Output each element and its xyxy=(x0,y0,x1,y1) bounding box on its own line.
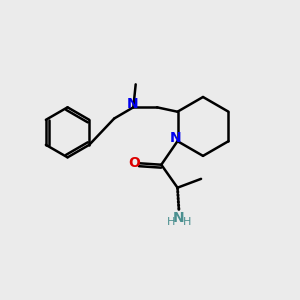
Text: O: O xyxy=(128,156,140,170)
Text: H: H xyxy=(183,217,191,226)
Text: N: N xyxy=(173,211,185,225)
Text: H: H xyxy=(167,217,175,226)
Text: N: N xyxy=(169,130,181,145)
Text: N: N xyxy=(127,97,139,111)
